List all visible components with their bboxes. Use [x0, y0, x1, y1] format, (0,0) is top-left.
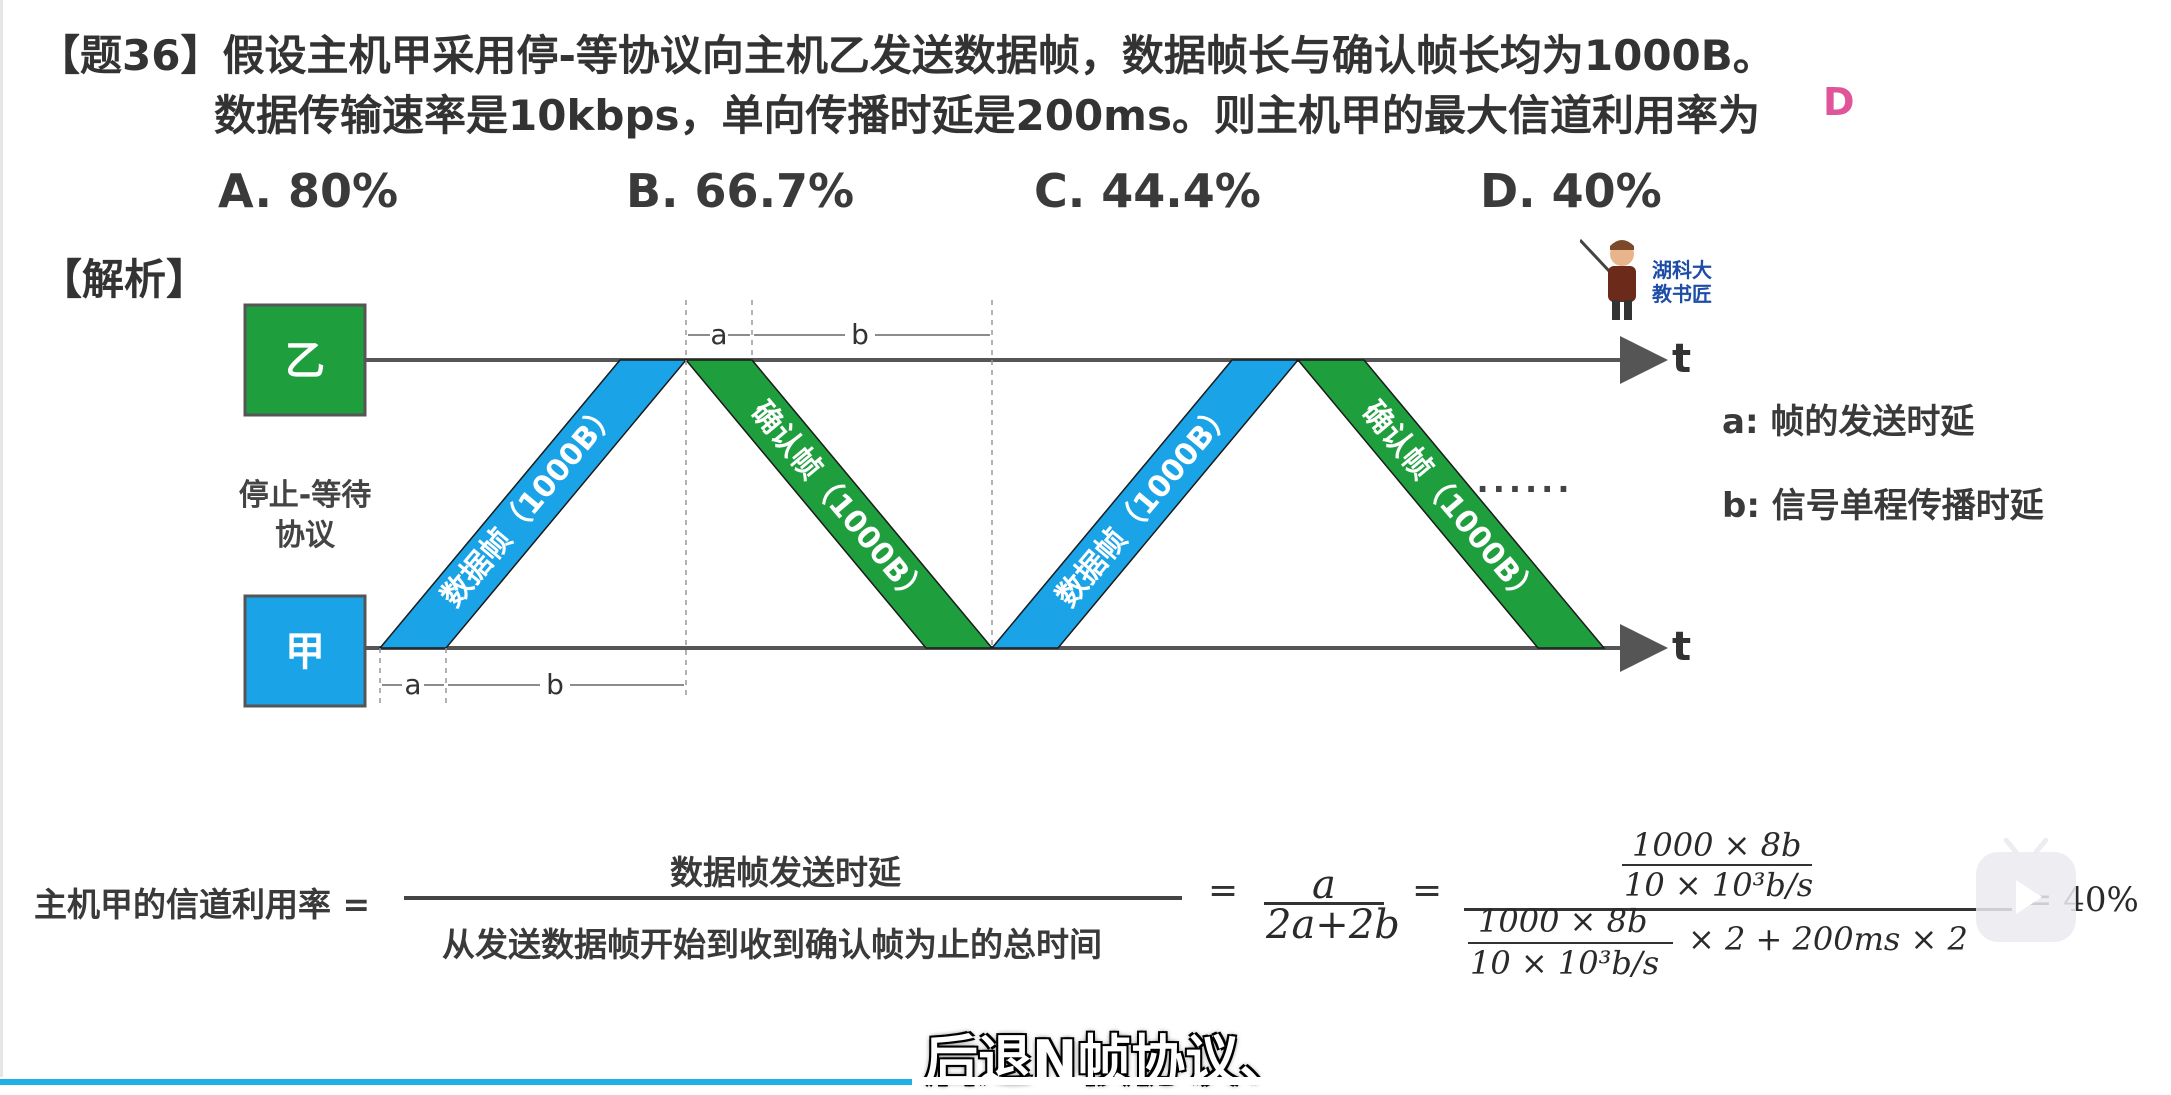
host-b-box: 乙	[243, 303, 367, 417]
host-a-label: 甲	[285, 629, 325, 675]
video-progress-track[interactable]	[0, 1077, 2171, 1085]
formula-lhs: 主机甲的信道利用率 =	[34, 885, 371, 924]
calc-main-bar	[1464, 908, 2012, 911]
formula-denominator: 从发送数据帧开始到收到确认帧为止的总时间	[442, 925, 1102, 964]
ack-frame-1-label: 确认帧（1000B）	[744, 395, 936, 614]
top-dimension-a: a	[688, 318, 750, 351]
time-label-b: t	[1672, 336, 1691, 382]
bottom-dimension-b: b	[448, 668, 684, 701]
play-ears-icon	[2003, 838, 2049, 854]
calc-num-bottom: 10 × 10³b/s	[1624, 866, 1814, 904]
teacher-mascot: 湖科大 教书匠	[1578, 232, 1720, 322]
option-d: D. 40%	[1480, 164, 1662, 218]
legend-a: a: 帧的发送时延	[1722, 402, 1975, 442]
legend-b: b: 信号单程传播时延	[1722, 486, 2044, 526]
option-b: B. 66.7%	[626, 164, 855, 218]
protocol-label-1: 停止-等待	[239, 478, 371, 513]
teacher-figure-icon	[1578, 238, 1636, 320]
answer-badge: D	[1823, 80, 1855, 124]
play-icon	[2016, 880, 2042, 914]
calc-num-inner-bar	[1622, 864, 1812, 866]
bottom-dim-b-label: b	[546, 668, 564, 701]
watermark-line-2: 教书匠	[1652, 282, 1712, 306]
time-label-a: t	[1672, 624, 1691, 670]
calc-den-bottom: 10 × 10³b/s	[1470, 944, 1660, 982]
ack-frame-2	[1296, 359, 1606, 649]
calc-den-inner-bar	[1468, 942, 1673, 944]
frac-a-bar	[1264, 902, 1384, 905]
equals-1: =	[1208, 870, 1239, 911]
watermark-line-1: 湖科大	[1652, 258, 1712, 282]
host-b-label: 乙	[285, 338, 325, 384]
question-line-2: 数据传输速率是10kbps，单向传播时延是200ms。则主机甲的最大信道利用率为	[214, 91, 1760, 140]
host-a-box: 甲	[243, 594, 367, 708]
bottom-dimension-a: a	[382, 668, 444, 701]
analysis-label: 【解析】	[40, 255, 209, 304]
continuation-ellipsis: ······	[1477, 470, 1574, 508]
top-dim-b-label: b	[851, 318, 869, 351]
option-a: A. 80%	[218, 164, 399, 218]
formula-fraction-bar	[404, 896, 1182, 900]
frac-a-denominator: 2a+2b	[1266, 902, 1400, 948]
calc-den-top: 1000 × 8b	[1478, 902, 1648, 940]
frac-a-numerator: a	[1312, 862, 1336, 908]
video-progress-fill	[0, 1079, 912, 1085]
formula-numerator: 数据帧发送时延	[670, 853, 901, 892]
calc-num-top: 1000 × 8b	[1632, 826, 1802, 864]
option-c: C. 44.4%	[1034, 164, 1261, 218]
calc-den-tail: × 2 + 200ms × 2	[1688, 920, 1968, 958]
bottom-dim-a-label: a	[404, 668, 421, 701]
data-frame-1-label: 数据帧（1000B）	[435, 395, 627, 614]
stop-and-wait-diagram: 乙 甲 停止-等待 协议 t t 数据帧（1000B） 确认帧（1000B） 数…	[239, 300, 1691, 708]
equals-2: =	[1412, 870, 1443, 911]
play-button[interactable]	[1976, 838, 2076, 942]
question-line-1: 【题36】假设主机甲采用停-等协议向主机乙发送数据帧，数据帧长与确认帧长均为10…	[38, 31, 1775, 80]
data-frame-2-label: 数据帧（1000B）	[1050, 395, 1242, 614]
protocol-label-2: 协议	[275, 518, 336, 553]
top-dimension-b: b	[754, 318, 990, 351]
top-dim-a-label: a	[710, 318, 727, 351]
left-border	[0, 0, 3, 1085]
